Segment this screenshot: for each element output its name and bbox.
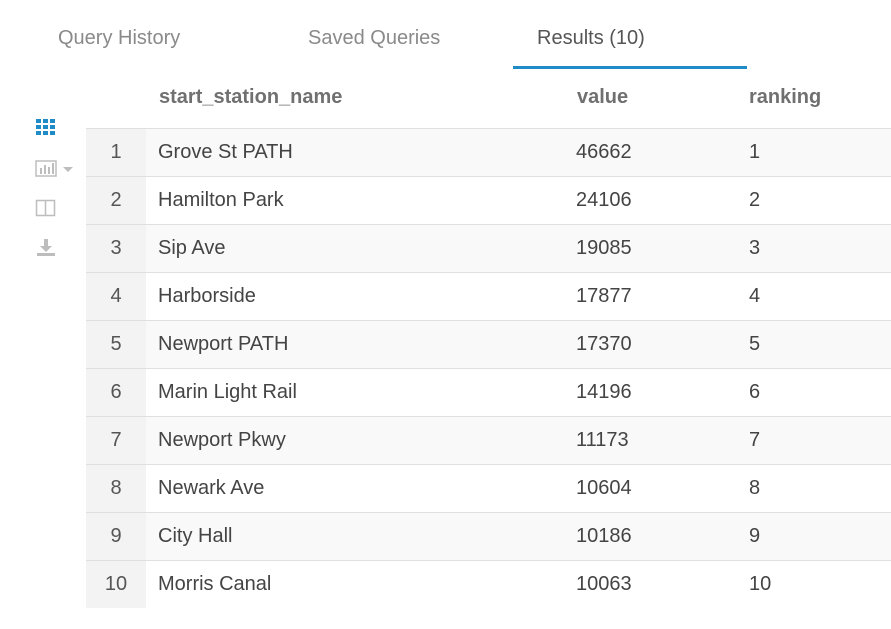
columns-view-button[interactable] [30,195,80,221]
cell-value: 46662 [576,141,632,163]
column-header-ranking[interactable]: ranking [749,86,822,108]
row-index: 4 [86,273,146,320]
download-button[interactable] [30,235,80,261]
cell-value: 10186 [576,525,632,547]
cell-ranking: 5 [749,333,761,355]
active-tab-indicator [513,66,747,69]
cell-start-station-name: Grove St PATH [158,141,293,163]
cell-value: 10063 [576,573,632,595]
cell-start-station-name: Sip Ave [158,237,226,259]
results-grid: start_station_name value ranking 1 Grove… [86,70,891,609]
table-row[interactable]: 4 Harborside 17877 4 [86,273,891,321]
cell-ranking: 8 [749,477,761,499]
cell-ranking: 9 [749,525,761,547]
column-header-value[interactable]: value [577,86,629,108]
table-header: start_station_name value ranking [86,70,891,129]
cell-ranking: 4 [749,285,761,307]
cell-value: 24106 [576,189,632,211]
cell-ranking: 10 [749,573,772,595]
columns-icon [35,199,56,217]
row-index: 5 [86,321,146,368]
tab-query-history[interactable]: Query History [58,27,181,49]
cell-start-station-name: City Hall [158,525,233,547]
download-icon [37,239,55,256]
cell-value: 14196 [576,381,632,403]
row-index: 8 [86,465,146,512]
cell-value: 10604 [576,477,632,499]
table-row[interactable]: 5 Newport PATH 17370 5 [86,321,891,369]
cell-ranking: 7 [749,429,761,451]
tab-bar: Query History Saved Queries Results (10) [0,0,891,70]
table-row[interactable]: 2 Hamilton Park 24106 2 [86,177,891,225]
table-row[interactable]: 9 City Hall 10186 9 [86,513,891,561]
chart-view-button[interactable] [30,155,80,181]
tab-results[interactable]: Results (10) [537,27,645,49]
grid-icon [36,119,55,135]
chevron-down-icon [63,167,73,172]
table-row[interactable]: 3 Sip Ave 19085 3 [86,225,891,273]
row-index: 6 [86,369,146,416]
row-index: 9 [86,513,146,560]
table-row[interactable]: 10 Morris Canal 10063 10 [86,561,891,609]
cell-start-station-name: Newark Ave [158,477,265,499]
column-header-start-station-name[interactable]: start_station_name [159,86,343,108]
table-row[interactable]: 7 Newport Pkwy 11173 7 [86,417,891,465]
tab-saved-queries[interactable]: Saved Queries [308,27,441,49]
cell-ranking: 6 [749,381,761,403]
cell-start-station-name: Hamilton Park [158,189,284,211]
cell-start-station-name: Morris Canal [158,573,272,595]
cell-value: 19085 [576,237,632,259]
cell-value: 11173 [576,429,629,451]
cell-ranking: 1 [749,141,761,163]
row-index: 2 [86,177,146,224]
cell-value: 17877 [576,285,632,307]
row-index: 10 [86,561,146,608]
row-index: 7 [86,417,146,464]
bar-chart-icon [35,160,73,177]
cell-start-station-name: Harborside [158,285,256,307]
row-index: 3 [86,225,146,272]
cell-start-station-name: Newport Pkwy [158,429,286,451]
cell-start-station-name: Marin Light Rail [158,381,297,403]
cell-ranking: 3 [749,237,761,259]
table-row[interactable]: 8 Newark Ave 10604 8 [86,465,891,513]
table-row[interactable]: 6 Marin Light Rail 14196 6 [86,369,891,417]
row-index: 1 [86,129,146,176]
grid-view-button[interactable] [30,114,80,140]
table-row[interactable]: 1 Grove St PATH 46662 1 [86,129,891,177]
cell-start-station-name: Newport PATH [158,333,289,355]
cell-value: 17370 [576,333,632,355]
cell-ranking: 2 [749,189,761,211]
